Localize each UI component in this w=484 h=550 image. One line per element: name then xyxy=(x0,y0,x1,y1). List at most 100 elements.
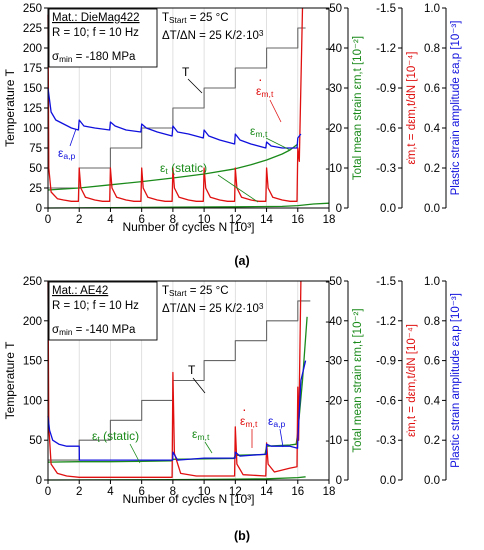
heating-rate-label: ΔT/ΔN = 25 K/2·103 xyxy=(162,302,264,315)
y-tick-label: 0.0 xyxy=(380,203,396,215)
y-tick-label: 50 xyxy=(29,163,42,175)
annotation-eps-rate-pointer xyxy=(269,99,282,123)
start-temperature-label: TStart = 25 °C xyxy=(162,285,229,298)
x-tick-label: 16 xyxy=(291,486,304,498)
y-tick-label: 0.0 xyxy=(380,475,396,487)
y-tick-label: 250 xyxy=(23,276,42,288)
annotation-eps-static-pointer xyxy=(129,443,141,464)
y-tick-label: -20 xyxy=(325,395,342,407)
y-tick-label: 0.2 xyxy=(424,163,440,175)
x-tick-label: 2 xyxy=(76,214,82,226)
series-line-temperature xyxy=(48,300,311,461)
series-line-total_mean_strain xyxy=(47,202,330,209)
y-tick-label: 0.6 xyxy=(424,356,440,368)
start-temperature-label: TStart = 25 °C xyxy=(162,12,229,25)
x-tick-label: 0 xyxy=(45,214,51,226)
series-line-strain_rate xyxy=(47,7,304,202)
x-tick-label: 18 xyxy=(323,486,336,498)
annotation-eps-ap-pointer xyxy=(69,128,77,147)
series-line-strain_rate xyxy=(47,280,302,478)
y-axis-label-strain-rate: ε̇m,t = dεm,t/dN [10⁻⁴] xyxy=(406,324,418,437)
x-tick-label: 12 xyxy=(229,486,242,498)
series-line-plastic_amplitude xyxy=(47,360,307,461)
y-tick-label: -0.3 xyxy=(376,435,396,447)
y-tick-label: 0.4 xyxy=(424,123,441,135)
y-tick-label: 250 xyxy=(23,3,42,15)
x-tick-label: 10 xyxy=(198,214,211,226)
x-tick-label: 14 xyxy=(260,214,273,226)
info-box xyxy=(48,8,158,68)
y-tick-label: 175 xyxy=(23,63,42,75)
y-tick-label: 0 xyxy=(336,203,342,215)
panel-b: 0 2 4 6 8 10 12 14 16 18 Number of cycles N [10³] 0… xyxy=(3,276,462,543)
y-tick-label: -50 xyxy=(325,276,342,288)
test-conditions: R = 10; f = 10 Hz xyxy=(52,300,139,312)
y-tick-label: 50 xyxy=(29,435,42,447)
y-axis-label-total-mean-strain: Total mean strain εm,t [10⁻²] xyxy=(352,36,364,180)
y-tick-label: -30 xyxy=(325,356,342,368)
annotation-eps-ap: εa,p xyxy=(58,146,76,161)
panel-a: 0 2 4 6 8 10 12 14 16 18 Number of cycles N [10³] 0… xyxy=(3,3,462,268)
y-tick-label: -1.2 xyxy=(376,316,396,328)
annotation-T-pointer xyxy=(187,78,203,94)
y-tick-label: -20 xyxy=(325,123,342,135)
y-tick-label: 100 xyxy=(23,123,42,135)
x-tick-label: 8 xyxy=(170,214,176,226)
x-tick-label: 16 xyxy=(291,214,304,226)
sigma-min-label: σmin = -180 MPa xyxy=(52,51,136,64)
x-tick-label: 8 xyxy=(170,486,176,498)
y-tick-label: -1.2 xyxy=(376,43,396,55)
annotation-eps-rate: εm,t xyxy=(256,84,274,99)
material-label: Mat.: DieMag422 xyxy=(52,12,140,24)
x-tick-label: 14 xyxy=(260,486,273,498)
y-tick-label: 0.2 xyxy=(424,435,440,447)
x-tick-label: 18 xyxy=(323,214,336,226)
y-tick-label: 0.0 xyxy=(424,203,440,215)
y-tick-label: -0.9 xyxy=(376,356,396,368)
y-tick-label: 0 xyxy=(36,203,42,215)
panel-label: (a) xyxy=(234,254,249,268)
y-tick-label: -40 xyxy=(325,43,342,55)
y-tick-label: 100 xyxy=(23,395,42,407)
annotation-eps-mt-pointer xyxy=(204,441,213,454)
y-tick-label: 0.0 xyxy=(424,475,440,487)
x-tick-label: 4 xyxy=(107,214,114,226)
series-line-temperature xyxy=(48,27,306,189)
y-tick-label: -0.6 xyxy=(376,123,396,135)
y-axis-label-total-mean-strain: Total mean strain εm,t [10⁻²] xyxy=(352,308,364,452)
y-tick-label: -30 xyxy=(325,83,342,95)
y-axis-label-strain-rate: ε̇m,t = dεm,t/dN [10⁻⁴] xyxy=(406,52,418,165)
x-tick-label: 12 xyxy=(229,214,242,226)
annotation-T: T xyxy=(188,363,196,377)
y-tick-label: 150 xyxy=(23,356,42,368)
annotation-eps-rate-dot: · xyxy=(258,71,263,87)
y-tick-label: 200 xyxy=(23,43,42,55)
x-axis-label: Number of cycles N [10³] xyxy=(122,220,254,234)
y-tick-label: -10 xyxy=(325,163,342,175)
y-tick-label: 0.4 xyxy=(424,395,441,407)
y-axis-label-plastic-amplitude: Plastic strain amplitude εa,p [10⁻³] xyxy=(450,293,462,468)
annotation-eps-mt: εm,t xyxy=(192,427,210,442)
y-tick-label: -1.5 xyxy=(376,3,396,15)
annotation-eps-static: εt (static) xyxy=(92,429,139,444)
y-tick-label: 0 xyxy=(336,475,342,487)
y-tick-label: 225 xyxy=(23,23,42,35)
annotation-T-pointer xyxy=(192,377,206,394)
annotation-eps-rate-dot: · xyxy=(242,401,247,417)
annotation-eps-static-pointer xyxy=(217,174,259,203)
x-tick-label: 2 xyxy=(76,486,82,498)
series-line-total_mean_strain xyxy=(47,143,299,191)
annotation-T: T xyxy=(182,65,190,79)
annotation-eps-ap-pointer xyxy=(279,428,284,448)
heating-rate-label: ΔT/ΔN = 25 K/2·103 xyxy=(162,29,264,42)
plot-frame xyxy=(47,280,330,481)
y-tick-label: 200 xyxy=(23,316,42,328)
y-tick-label: 75 xyxy=(29,143,42,155)
panel-label: (b) xyxy=(234,529,250,543)
y-tick-label: 150 xyxy=(23,83,42,95)
sigma-min-label: σmin = -140 MPa xyxy=(52,324,136,337)
x-tick-label: 4 xyxy=(107,486,114,498)
x-tick-label: 0 xyxy=(45,486,51,498)
y-tick-label: 0.6 xyxy=(424,83,440,95)
